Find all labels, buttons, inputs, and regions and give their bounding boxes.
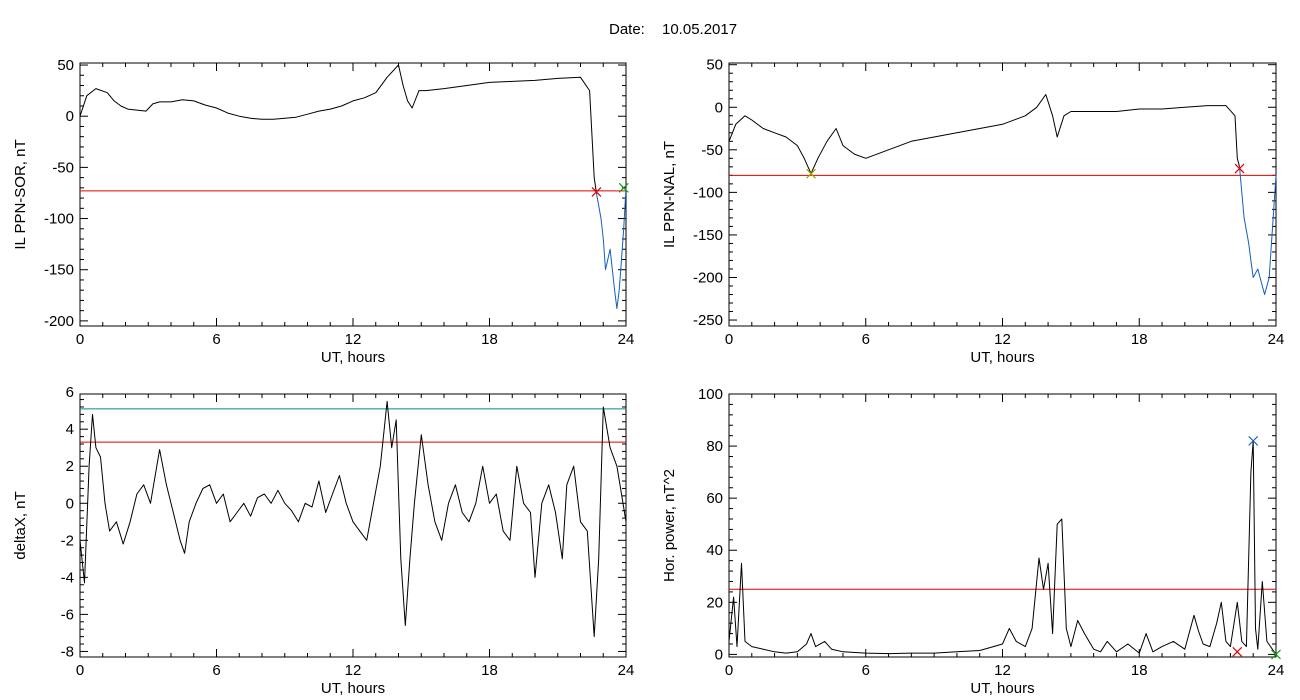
x-tick-label: 6 — [212, 662, 220, 679]
plot-frame — [728, 393, 1277, 658]
series-line — [79, 400, 627, 638]
x-tick-label: 6 — [862, 662, 870, 679]
plot-deltax: 0 6 12 18 24 6 4 2 0 -2 -4 -6 -8 UT, hours deltaX, nT — [12, 384, 634, 697]
y-tick-label: 40 — [706, 542, 723, 559]
y-tick-label: 100 — [698, 386, 723, 403]
series-line — [728, 440, 1277, 655]
y-tick-label: 0 — [66, 495, 74, 512]
y-tick-label: -150 — [693, 227, 723, 244]
plot-nal: 0 6 12 18 24 50 0 -50 -100 -150 -200 -250 UT, hours I… — [661, 57, 1284, 366]
x-tick-label: 12 — [345, 662, 362, 679]
y-tick-label: 0 — [715, 646, 723, 663]
y-tick-label: -100 — [44, 211, 74, 228]
plot-frame — [728, 62, 1277, 327]
x-tick-label: 18 — [1131, 331, 1148, 348]
x-marker — [591, 187, 602, 197]
x-tick-label: 12 — [994, 662, 1011, 679]
y-axis-label: Hor. power, nT^2 — [661, 469, 678, 582]
x-tick-label: 24 — [618, 331, 635, 348]
date-value: 10.05.2017 — [662, 21, 737, 38]
x-tick-label: 6 — [212, 331, 220, 348]
y-tick-label: -200 — [44, 313, 74, 330]
x-tick-label: 24 — [618, 662, 635, 679]
y-tick-label: 50 — [57, 57, 74, 74]
plot-sor: 0 6 12 18 24 50 0 -50 -100 -150 -200 UT, hours IL PP… — [12, 57, 634, 366]
y-tick-label: 4 — [66, 421, 74, 438]
y-tick-label: -200 — [693, 269, 723, 286]
x-marker — [1234, 163, 1245, 174]
y-tick-label: -8 — [61, 643, 74, 660]
y-tick-label: 20 — [706, 594, 723, 611]
y-axis-label: deltaX, nT — [12, 491, 29, 559]
x-tick-label: 18 — [481, 662, 498, 679]
y-tick-label: 80 — [706, 438, 723, 455]
y-tick-label: -50 — [701, 142, 723, 159]
x-marker — [618, 182, 629, 193]
x-marker — [806, 168, 816, 179]
x-marker — [1271, 649, 1281, 660]
y-tick-label: 60 — [706, 490, 723, 507]
series-line — [79, 64, 597, 194]
x-marker — [1248, 435, 1259, 446]
y-tick-label: 0 — [715, 99, 723, 116]
figure-header: Date: 10.05.2017 — [609, 21, 737, 38]
y-tick-label: 6 — [66, 384, 74, 401]
y-tick-label: 2 — [66, 458, 74, 475]
series-line — [595, 187, 627, 310]
y-tick-label: 0 — [66, 108, 74, 125]
x-axis-label: UT, hours — [321, 680, 385, 697]
y-axis-label: IL PPN-NAL, nT — [661, 141, 678, 248]
y-tick-label: 50 — [706, 57, 723, 74]
y-tick-label: -6 — [61, 606, 74, 623]
x-tick-label: 0 — [725, 331, 733, 348]
date-label: Date: — [609, 21, 645, 38]
x-tick-label: 0 — [76, 331, 84, 348]
y-tick-label: -4 — [61, 569, 74, 586]
x-tick-label: 24 — [1268, 331, 1285, 348]
x-tick-label: 0 — [725, 662, 733, 679]
y-tick-label: -100 — [693, 184, 723, 201]
x-marker — [1232, 646, 1243, 657]
series-line — [1239, 166, 1277, 295]
x-tick-label: 12 — [345, 331, 362, 348]
y-tick-label: -2 — [61, 532, 74, 549]
x-tick-label: 18 — [1131, 662, 1148, 679]
plot-frame — [79, 62, 627, 327]
x-tick-label: 0 — [76, 662, 84, 679]
x-axis-label: UT, hours — [970, 680, 1034, 697]
x-tick-label: 6 — [862, 331, 870, 348]
y-tick-label: -250 — [693, 312, 723, 329]
x-tick-label: 18 — [481, 331, 498, 348]
x-axis-label: UT, hours — [321, 349, 385, 366]
y-axis-label: IL PPN-SOR, nT — [12, 139, 29, 249]
plot-frame — [79, 393, 627, 658]
series-line — [728, 94, 1240, 175]
y-tick-label: -50 — [52, 159, 74, 176]
x-axis-label: UT, hours — [970, 349, 1034, 366]
plot-hor-power: 0 6 12 18 24 100 80 60 40 20 0 UT, hours Hor. power,… — [661, 386, 1284, 697]
x-tick-label: 12 — [994, 331, 1011, 348]
x-tick-label: 24 — [1268, 662, 1285, 679]
y-tick-label: -150 — [44, 262, 74, 279]
